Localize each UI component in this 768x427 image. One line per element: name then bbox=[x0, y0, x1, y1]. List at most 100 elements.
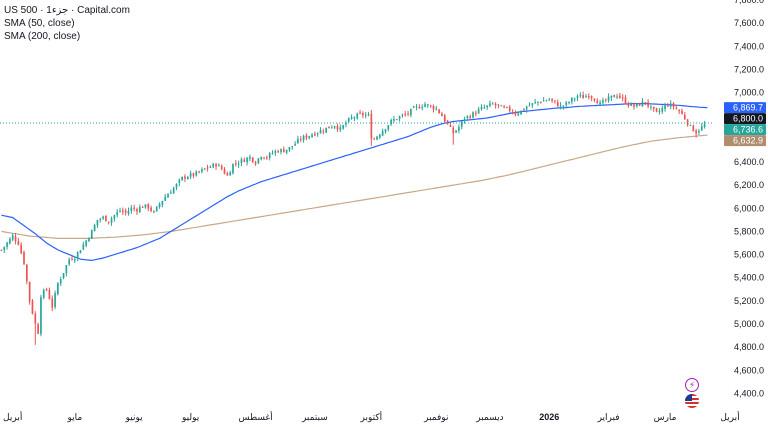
candle bbox=[455, 129, 457, 134]
y-tick-label: 6,200.0 bbox=[734, 180, 764, 190]
candle-body bbox=[271, 152, 274, 154]
candle-body bbox=[551, 98, 553, 101]
candle-body bbox=[438, 109, 440, 114]
candle bbox=[291, 146, 294, 150]
candle bbox=[534, 98, 536, 104]
us-flag-icon[interactable] bbox=[685, 394, 699, 408]
candle bbox=[240, 157, 243, 167]
candle-body bbox=[322, 131, 325, 133]
candle bbox=[393, 115, 395, 123]
y-tick-label: 6,000.0 bbox=[734, 203, 764, 213]
candle bbox=[641, 98, 644, 107]
x-tick-label: يوليو bbox=[181, 412, 200, 422]
candle-body bbox=[99, 218, 102, 220]
lightning-icon[interactable]: ⚡ bbox=[685, 378, 699, 392]
legend-title[interactable]: US 500 · 1جزء · Capital.com bbox=[4, 5, 130, 16]
candle-body bbox=[607, 96, 610, 101]
candle bbox=[410, 108, 412, 118]
candle bbox=[520, 110, 522, 116]
candle bbox=[469, 114, 472, 120]
y-axis[interactable]: 7,800.0 7,600.0 7,400.0 7,200.0 7,000.0 6,800… bbox=[734, 0, 764, 398]
candle bbox=[288, 146, 291, 152]
candle-body bbox=[294, 143, 296, 146]
candle-body bbox=[703, 124, 706, 127]
candle-body bbox=[339, 127, 342, 130]
legend-sma200[interactable]: SMA (200, close) bbox=[4, 31, 81, 42]
candle bbox=[285, 149, 288, 155]
candle bbox=[68, 257, 71, 266]
candle bbox=[661, 105, 664, 114]
candle-body bbox=[161, 200, 164, 205]
candle-body bbox=[65, 265, 68, 274]
candle bbox=[370, 110, 373, 146]
candle-body bbox=[587, 96, 590, 98]
candle bbox=[650, 104, 652, 111]
candle-body bbox=[370, 113, 373, 139]
candle bbox=[624, 94, 627, 105]
candle-body bbox=[542, 100, 545, 102]
candle-body bbox=[362, 113, 364, 116]
x-axis[interactable]: أبريل مايو يونيو يوليو أغسطس سبتمبر أكتوبر نوفم… bbox=[3, 411, 740, 422]
candle-body bbox=[452, 127, 455, 134]
candle bbox=[633, 102, 635, 110]
x-tick-label: نوفمبر bbox=[423, 412, 448, 422]
candle bbox=[246, 156, 248, 166]
candle-body bbox=[469, 116, 472, 118]
candle-body bbox=[415, 106, 418, 108]
y-tick-label: 5,200.0 bbox=[734, 296, 764, 306]
candle-body bbox=[661, 108, 664, 112]
candle-body bbox=[336, 125, 339, 130]
candle bbox=[525, 105, 528, 113]
candle bbox=[452, 125, 455, 145]
candle-body bbox=[675, 107, 678, 109]
candle bbox=[220, 164, 223, 171]
candle-body bbox=[596, 100, 599, 104]
candle-body bbox=[652, 106, 655, 109]
candle bbox=[415, 103, 418, 111]
candle-body bbox=[305, 135, 308, 139]
candle bbox=[596, 98, 599, 104]
candle-body bbox=[593, 98, 596, 101]
candle bbox=[432, 104, 435, 113]
candle bbox=[195, 170, 198, 177]
candle-body bbox=[446, 120, 449, 125]
candle bbox=[192, 172, 195, 179]
candle bbox=[170, 189, 172, 194]
legend-sma50[interactable]: SMA (50, close) bbox=[4, 18, 75, 29]
candle-body bbox=[308, 136, 311, 138]
candle bbox=[542, 97, 545, 102]
candle-body bbox=[695, 130, 697, 134]
candle-body bbox=[353, 117, 356, 119]
candle bbox=[260, 156, 263, 161]
candle bbox=[376, 135, 378, 141]
candle-body bbox=[172, 187, 175, 194]
candle-body bbox=[534, 102, 536, 104]
candle bbox=[330, 125, 333, 129]
candle bbox=[124, 208, 127, 216]
candle-body bbox=[393, 119, 395, 121]
candle-body bbox=[73, 259, 76, 261]
candle-body bbox=[226, 173, 229, 176]
candle-body bbox=[170, 192, 172, 194]
price-tags: 6,869.76,800.06,736.66,632.9 bbox=[724, 102, 766, 147]
candle bbox=[627, 101, 630, 108]
candle bbox=[421, 104, 424, 111]
y-tick-label: 7,800.0 bbox=[734, 0, 764, 5]
candle bbox=[23, 250, 25, 266]
candle-body bbox=[367, 114, 370, 116]
candle-body bbox=[619, 95, 621, 98]
candle-body bbox=[667, 105, 669, 107]
candle-body bbox=[556, 102, 559, 107]
candle-body bbox=[545, 100, 548, 102]
candle-body bbox=[491, 103, 494, 105]
candle-body bbox=[325, 127, 328, 133]
candle-body bbox=[364, 114, 367, 116]
candle-body bbox=[616, 96, 618, 98]
candle bbox=[602, 97, 604, 106]
candle-body bbox=[34, 313, 37, 324]
candle bbox=[683, 111, 686, 121]
candle bbox=[73, 256, 76, 263]
candle-body bbox=[218, 165, 220, 167]
candle-body bbox=[472, 112, 474, 118]
